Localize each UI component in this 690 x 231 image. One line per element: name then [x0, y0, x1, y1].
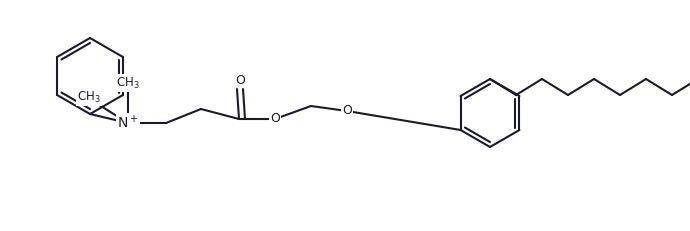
- Text: N$^+$: N$^+$: [117, 114, 139, 132]
- Text: O: O: [342, 104, 352, 118]
- Text: CH$_3$: CH$_3$: [77, 89, 101, 105]
- Text: CH$_3$: CH$_3$: [116, 76, 140, 91]
- Text: O: O: [235, 73, 245, 86]
- Text: O: O: [270, 112, 280, 125]
